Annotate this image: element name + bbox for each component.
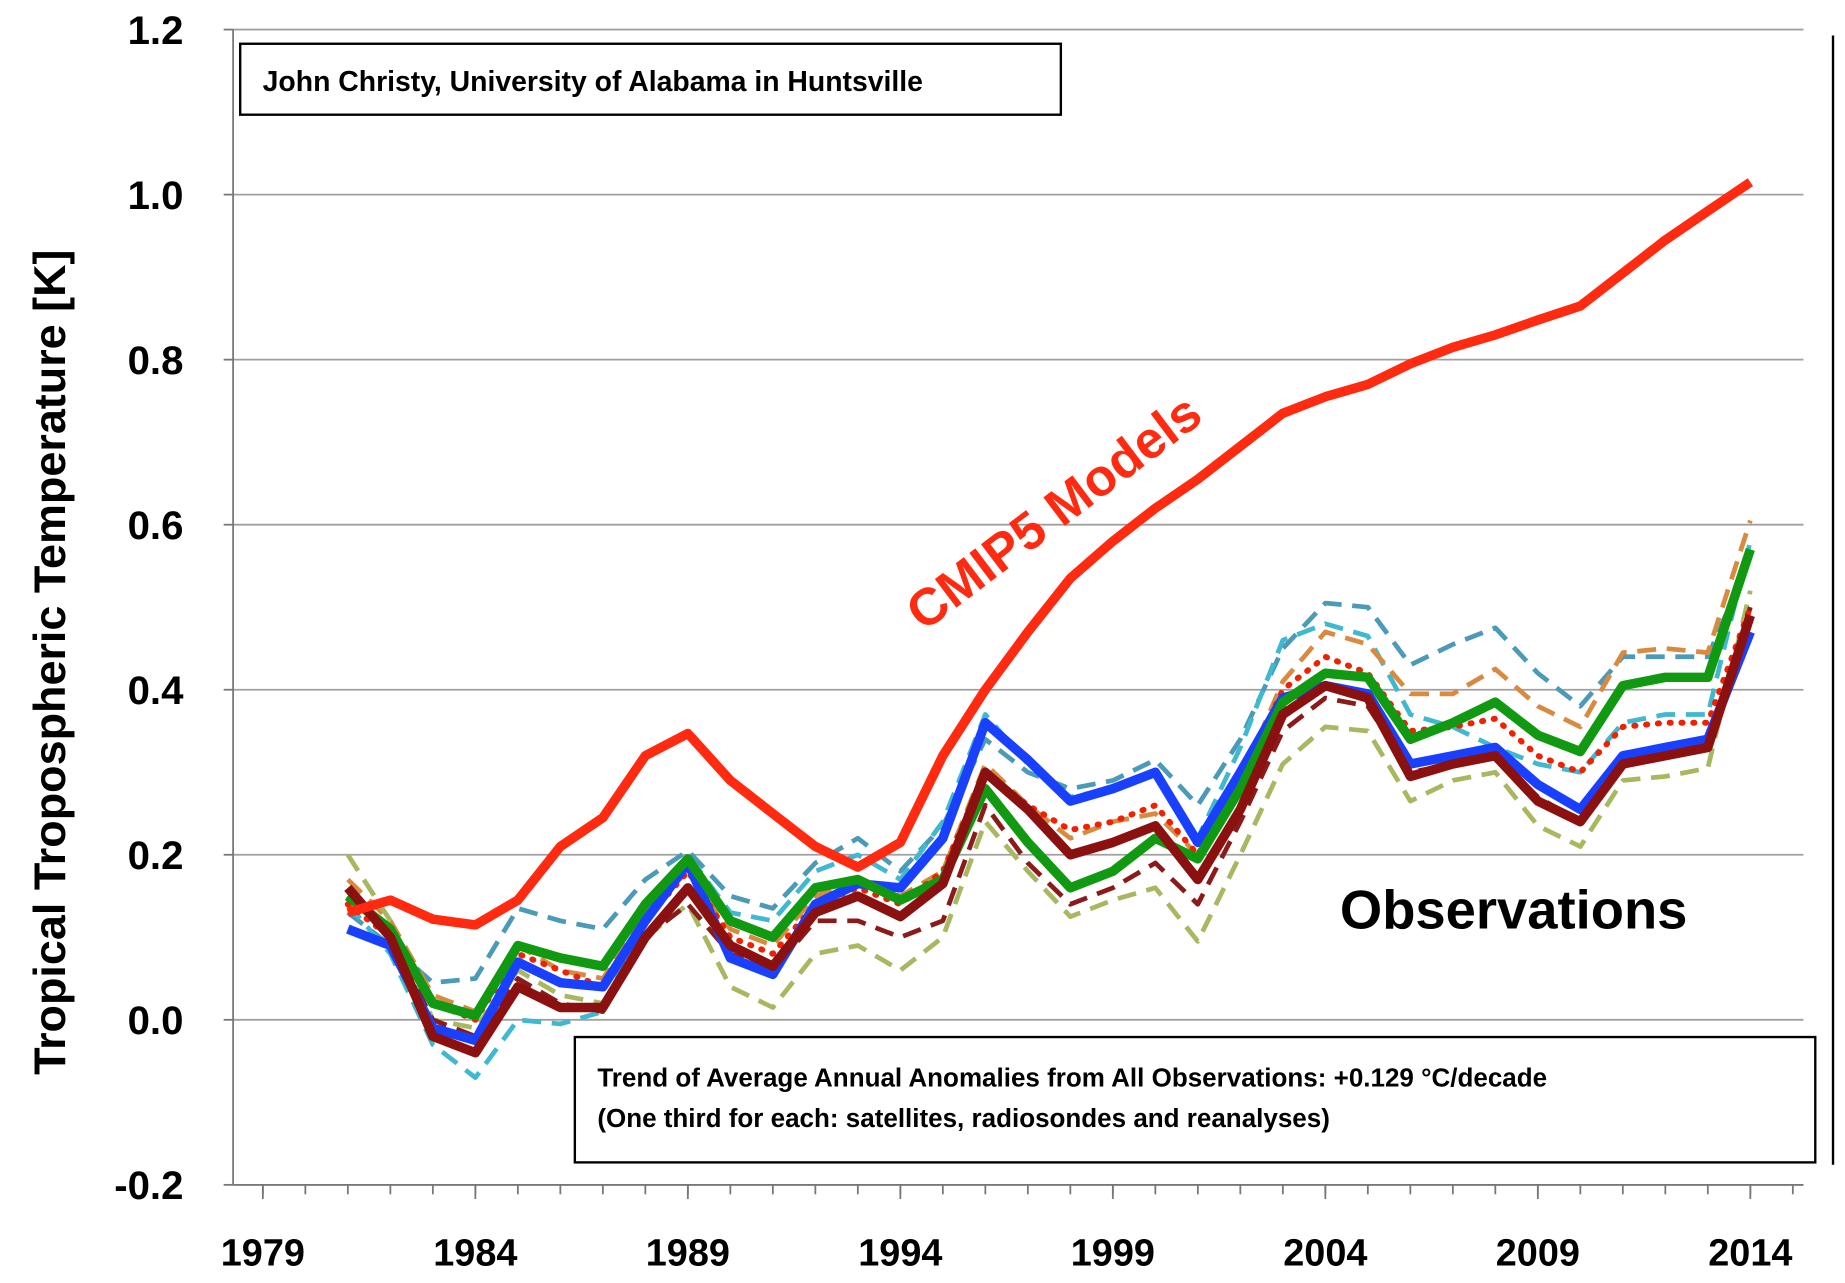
x-tick-label: 2014	[1708, 1232, 1792, 1274]
trend-text: Trend of Average Annual Anomalies from A…	[597, 1063, 1547, 1093]
y-tick-label: -0.2	[114, 1163, 183, 1208]
x-tick-label: 1999	[1071, 1232, 1155, 1274]
credit-box	[239, 42, 1063, 116]
y-tick-label: 1.0	[128, 173, 184, 218]
x-tick-label: 1984	[433, 1232, 517, 1274]
y-tick-label: 0.2	[128, 833, 184, 878]
y-tick-label: 1.2	[128, 8, 184, 53]
y-axis-label: Tropical Tropospheric Temperature [K]	[24, 249, 75, 1074]
series-line	[345, 590, 1753, 1031]
x-tick-label: 1994	[858, 1232, 942, 1274]
x-tick-label: 1979	[221, 1232, 305, 1274]
series-line	[344, 547, 1755, 1021]
x-tick-label: 2009	[1496, 1232, 1580, 1274]
y-tick-label: 0.6	[128, 503, 184, 548]
x-tick-label: 1989	[646, 1232, 730, 1274]
trend-box	[573, 1035, 1817, 1164]
series-line	[344, 614, 1755, 1058]
series-line	[346, 519, 1753, 1014]
lines	[344, 178, 1755, 1080]
y-tick-label: 0.8	[128, 338, 184, 383]
credit-text: John Christy, University of Alabama in H…	[263, 66, 923, 98]
series-line	[346, 630, 1755, 1046]
x-tick-label: 2004	[1283, 1232, 1367, 1274]
y-tick-label: 0.0	[128, 998, 184, 1043]
grid: -0.2 0.0 0.2 0.4 0.6 0.8 1.0 1.2 1979 1984 1989 199…	[114, 8, 1804, 1274]
y-tick-label: 0.4	[128, 668, 185, 713]
observations-label: Observations	[1340, 879, 1688, 940]
series-line	[346, 540, 1753, 1080]
series-line	[346, 178, 1754, 930]
trend-text: (One third for each: satellites, radioso…	[597, 1103, 1330, 1133]
